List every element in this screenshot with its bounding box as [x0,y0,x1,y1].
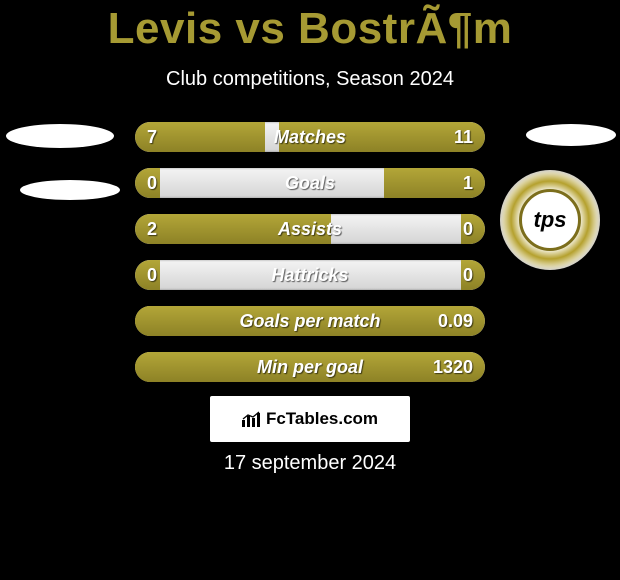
stat-right-value: 0.09 [438,306,473,336]
team-right-crest: tps [500,170,600,270]
stat-row-assists: 2 Assists 0 [135,214,485,244]
team-right-crest-text: tps [519,189,581,251]
footer-date: 17 september 2024 [0,452,620,475]
stat-row-matches: 7 Matches 11 [135,122,485,152]
bars-icon [242,411,262,427]
team-right-badge-placeholder [526,124,616,146]
stat-right-value: 1 [463,168,473,198]
stat-right-value: 1320 [433,352,473,382]
stat-label: Hattricks [135,260,485,290]
stat-label: Goals per match [135,306,485,336]
stat-row-goals: 0 Goals 1 [135,168,485,198]
page-subtitle: Club competitions, Season 2024 [0,68,620,91]
page-title: Levis vs BostrÃ¶m [0,0,620,54]
stats-container: 7 Matches 11 0 Goals 1 2 Assists 0 0 Hat… [135,122,485,398]
stat-label: Matches [135,122,485,152]
stat-right-value: 0 [463,260,473,290]
stat-row-hattricks: 0 Hattricks 0 [135,260,485,290]
team-left-badge-placeholder-1 [6,124,114,148]
credit-badge[interactable]: FcTables.com [210,396,410,442]
stat-right-value: 11 [454,122,473,152]
credit-text: FcTables.com [266,409,378,428]
team-left-badge-placeholder-2 [20,180,120,200]
stat-label: Assists [135,214,485,244]
stat-row-goals-per-match: Goals per match 0.09 [135,306,485,336]
stat-right-value: 0 [463,214,473,244]
stat-row-min-per-goal: Min per goal 1320 [135,352,485,382]
stat-label: Goals [135,168,485,198]
